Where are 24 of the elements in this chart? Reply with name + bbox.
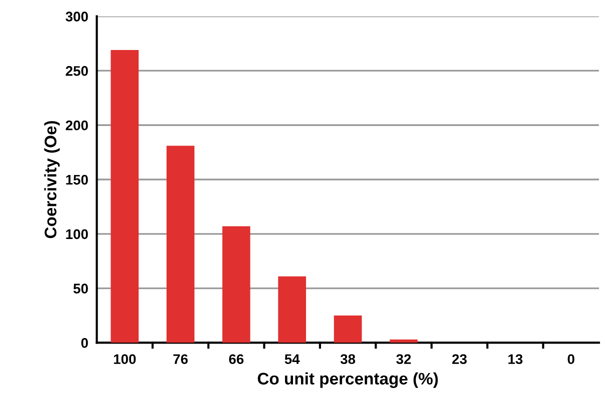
y-tick-label: 300 xyxy=(66,12,88,22)
y-tick-label: 50 xyxy=(73,284,88,294)
y-tick-label: 0 xyxy=(81,338,88,348)
x-tick-label: 66 xyxy=(229,354,244,364)
x-tick-label: 76 xyxy=(173,354,188,364)
x-tick-label: 23 xyxy=(452,354,467,364)
bar xyxy=(166,146,194,343)
x-tick-label: 100 xyxy=(114,354,136,364)
x-tick-label: 38 xyxy=(340,354,356,364)
bar xyxy=(278,276,306,343)
y-tick-label: 200 xyxy=(66,120,88,130)
bar xyxy=(110,50,139,343)
bar xyxy=(222,226,250,343)
x-axis-title: Co unit percentage (%) xyxy=(258,372,438,388)
bar xyxy=(334,316,362,343)
y-tick-label: 100 xyxy=(66,229,88,240)
x-tick-label: 13 xyxy=(508,354,522,364)
y-axis-title: Coercivity (Oe) xyxy=(44,121,60,238)
x-tick-label: 0 xyxy=(568,354,574,364)
bar xyxy=(390,339,418,343)
y-tick-label: 250 xyxy=(66,66,88,76)
x-tick-label: 32 xyxy=(396,354,411,364)
x-tick-label: 54 xyxy=(284,354,300,364)
y-tick-label: 150 xyxy=(66,174,88,185)
